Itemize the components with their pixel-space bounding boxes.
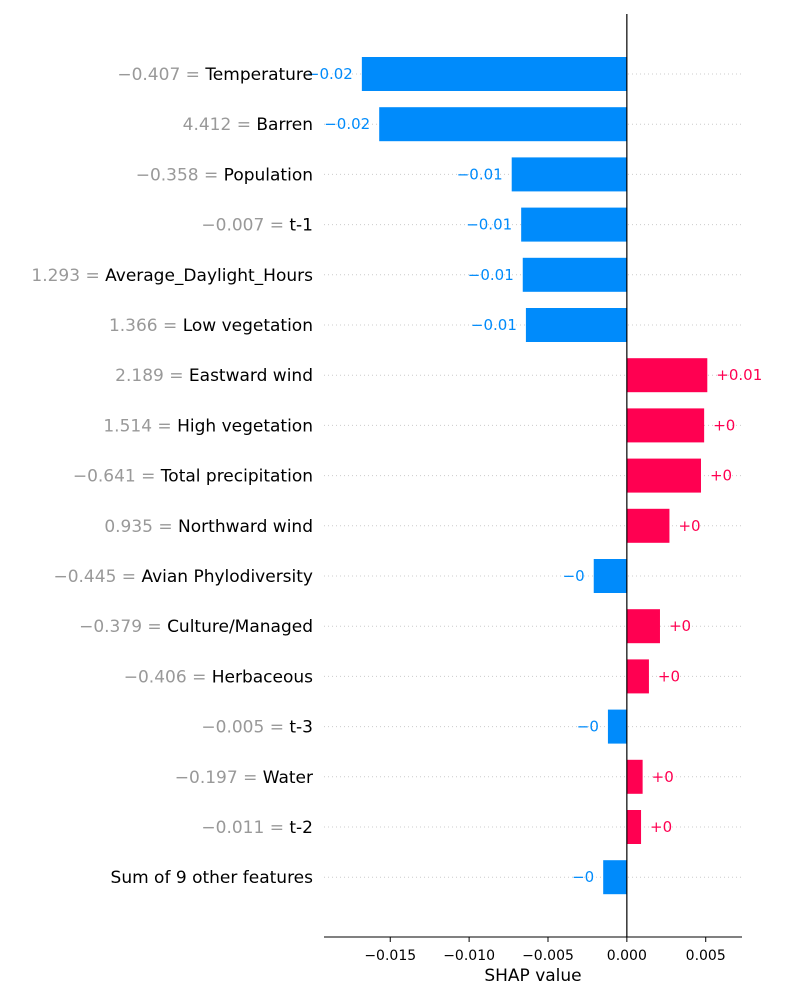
- feature-value: −0.197 =: [175, 768, 263, 788]
- bar: [525, 308, 627, 342]
- x-tick-label: −0.010: [443, 948, 495, 964]
- feature-label: −0.358 = Population: [136, 165, 313, 185]
- feature-name: Avian Phylodiversity: [141, 567, 313, 587]
- bar: [379, 107, 627, 142]
- feature-label: −0.379 = Culture/Managed: [79, 617, 313, 637]
- x-tick-label: 0.005: [686, 948, 726, 964]
- feature-name: Eastward wind: [189, 366, 313, 386]
- bar-value-label: −0.01: [457, 165, 503, 183]
- bar: [511, 157, 627, 192]
- feature-label: 0.935 = Northward wind: [104, 517, 313, 537]
- bar-value-label: +0: [710, 467, 732, 485]
- bar-value-label: +0.01: [716, 366, 762, 384]
- bar-value-label: −0: [563, 567, 585, 585]
- bar: [593, 559, 627, 593]
- feature-value: −0.358 =: [136, 165, 224, 185]
- bar: [626, 609, 660, 644]
- feature-label: 1.293 = Average_Daylight_Hours: [31, 266, 313, 286]
- bar-value-label: +0: [669, 617, 691, 635]
- bar-value-label: −0.02: [324, 115, 370, 133]
- feature-label: −0.197 = Water: [175, 768, 313, 788]
- feature-value: −0.007 =: [201, 216, 289, 236]
- bar: [522, 257, 627, 292]
- bar: [603, 860, 627, 895]
- feature-labels: −0.407 = Temperature 4.412 = Barren −0.358…: [31, 65, 313, 888]
- feature-name: Low vegetation: [183, 316, 313, 336]
- feature-label: 4.412 = Barren: [183, 115, 313, 135]
- feature-value: −0.005 =: [201, 718, 289, 738]
- bar-value-label: −0.02: [307, 65, 353, 83]
- bar: [626, 810, 642, 844]
- feature-name: Northward wind: [178, 517, 313, 537]
- feature-label: −0.406 = Herbaceous: [124, 667, 313, 687]
- bar-value-label: −0.01: [466, 216, 512, 234]
- bar-value-label: +0: [650, 818, 672, 836]
- feature-label: Sum of 9 other features: [111, 868, 314, 888]
- feature-name: Population: [224, 165, 313, 185]
- x-tick-label: −0.005: [522, 948, 574, 964]
- feature-value: 0.935 =: [104, 517, 178, 537]
- feature-name: t-3: [289, 718, 313, 738]
- feature-name: Herbaceous: [212, 667, 313, 687]
- feature-name: t-2: [289, 818, 313, 838]
- feature-name: Sum of 9 other features: [111, 868, 314, 888]
- feature-value: −0.641 =: [73, 467, 161, 487]
- bar: [361, 57, 627, 91]
- feature-value: 1.293 =: [31, 266, 105, 286]
- bar: [626, 759, 643, 794]
- bar: [626, 508, 670, 543]
- feature-value: −0.011 =: [201, 818, 289, 838]
- feature-name: Barren: [256, 115, 313, 135]
- feature-label: −0.407 = Temperature: [117, 65, 313, 85]
- x-axis: −0.015 −0.010 −0.005 0.000 0.005: [324, 936, 742, 964]
- feature-value: −0.406 =: [124, 667, 212, 687]
- bar: [521, 207, 627, 242]
- feature-value: −0.445 =: [53, 567, 141, 587]
- bar-value-label: −0: [572, 868, 594, 886]
- bar: [626, 659, 649, 694]
- feature-value: 4.412 =: [183, 115, 257, 135]
- feature-value: −0.379 =: [79, 617, 167, 637]
- bar: [626, 358, 708, 393]
- feature-name: High vegetation: [177, 416, 313, 436]
- feature-label: −0.005 = t-3: [201, 718, 313, 738]
- bar-value-label: −0: [577, 718, 599, 736]
- bar: [626, 408, 705, 443]
- feature-value: −0.407 =: [117, 65, 205, 85]
- feature-label: 1.514 = High vegetation: [103, 416, 313, 436]
- feature-label: 2.189 = Eastward wind: [115, 366, 313, 386]
- bars: −0.02 −0.02 −0.01 −0.01 −0.01 −0.01 +0.01 +0 +0 +…: [307, 57, 762, 895]
- feature-label: 1.366 = Low vegetation: [109, 316, 313, 336]
- feature-name: Temperature: [204, 65, 313, 85]
- bar: [626, 458, 701, 493]
- x-axis-title: SHAP value: [484, 966, 581, 986]
- bar-value-label: −0.01: [468, 266, 514, 284]
- feature-value: 1.514 =: [103, 416, 177, 436]
- bar-value-label: +0: [658, 667, 680, 685]
- x-tick-label: −0.015: [364, 948, 416, 964]
- feature-value: 1.366 =: [109, 316, 183, 336]
- bar: [607, 709, 627, 744]
- bar-value-label: −0.01: [471, 316, 517, 334]
- feature-name: t-1: [289, 216, 313, 236]
- feature-name: Average_Daylight_Hours: [105, 266, 313, 286]
- bar-value-label: +0: [652, 768, 674, 786]
- feature-label: −0.011 = t-2: [201, 818, 313, 838]
- feature-label: −0.007 = t-1: [201, 216, 313, 236]
- feature-name: Water: [263, 768, 313, 788]
- feature-name: Total precipitation: [160, 467, 313, 487]
- bar-value-label: +0: [678, 517, 700, 535]
- x-tick-label: 0.000: [607, 948, 647, 964]
- feature-label: −0.445 = Avian Phylodiversity: [53, 567, 313, 587]
- bar-value-label: +0: [713, 416, 735, 434]
- feature-value: 2.189 =: [115, 366, 189, 386]
- feature-name: Culture/Managed: [167, 617, 313, 637]
- feature-label: −0.641 = Total precipitation: [73, 467, 313, 487]
